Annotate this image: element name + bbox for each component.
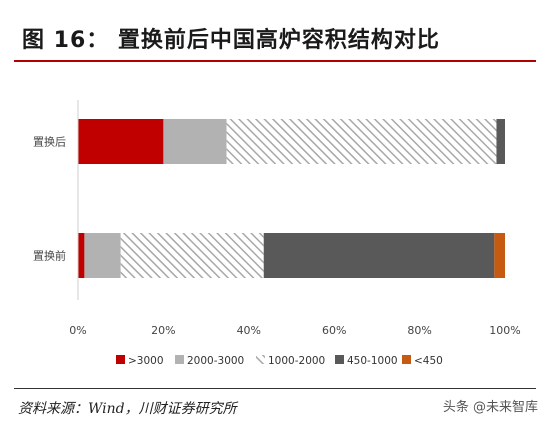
- legend-label: 450-1000: [347, 355, 398, 367]
- chart-title: 图 16： 置换前后中国高炉容积结构对比: [22, 28, 440, 53]
- bar-segment: [84, 233, 121, 278]
- legend-label: >3000: [128, 355, 164, 367]
- x-tick-label: 40%: [237, 324, 261, 337]
- watermark: 头条 @未来智库: [443, 396, 538, 415]
- bar-segment: [78, 233, 85, 278]
- legend-label: 2000-3000: [187, 355, 244, 367]
- legend-label: 1000-2000: [268, 355, 325, 367]
- bar-segment: [120, 233, 264, 278]
- legend-swatch: [116, 355, 125, 364]
- legend-swatch: [175, 355, 184, 364]
- watermark-text: 头条 @未来智库: [442, 400, 538, 415]
- legend-swatch: [402, 355, 411, 364]
- category-label: 置换后: [33, 135, 66, 149]
- source-note: 资料来源：Wind，川财证券研究所: [18, 401, 237, 417]
- category-label: 置换前: [33, 249, 66, 263]
- bar-segment: [494, 233, 505, 278]
- bar-segment: [226, 119, 497, 164]
- x-tick-label: 80%: [407, 324, 431, 337]
- x-tick-label: 0%: [69, 324, 86, 337]
- bar-segment: [78, 119, 164, 164]
- x-tick-label: 60%: [322, 324, 346, 337]
- bar-segment: [263, 233, 495, 278]
- legend-label: <450: [414, 355, 443, 367]
- x-tick-label: 20%: [151, 324, 175, 337]
- x-tick-label: 100%: [489, 324, 520, 337]
- bar-segment: [163, 119, 227, 164]
- legend-swatch: [256, 355, 265, 364]
- source-divider: [14, 388, 536, 389]
- legend-swatch: [335, 355, 344, 364]
- title-divider: [14, 60, 536, 62]
- bar-segment: [496, 119, 505, 164]
